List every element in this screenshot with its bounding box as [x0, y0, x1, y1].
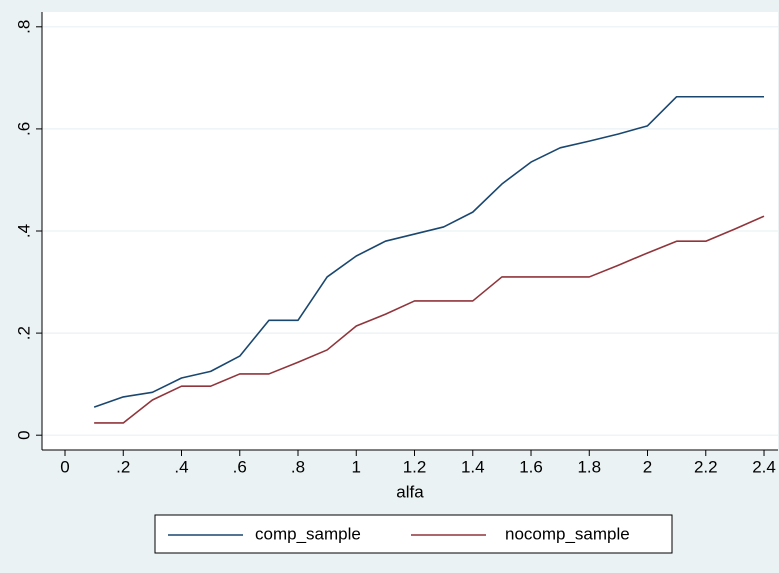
x-tick-label: 1.4 [461, 457, 485, 476]
x-tick-label: 1 [352, 457, 361, 476]
y-tick-label: 0 [14, 430, 33, 439]
y-tick-label: .2 [14, 326, 33, 340]
y-tick-label: .4 [14, 224, 33, 238]
x-tick-label: .4 [174, 457, 188, 476]
x-tick-label: 2 [643, 457, 652, 476]
x-tick-label: 2.2 [694, 457, 718, 476]
line-series [94, 215, 765, 424]
legend [154, 514, 673, 554]
x-axis-title: alfa [396, 482, 424, 501]
y-tick-label: .6 [14, 122, 33, 136]
x-tick-label: 1.6 [519, 457, 543, 476]
legend-label: nocomp_sample [505, 524, 630, 543]
y-tick-label: .8 [14, 20, 33, 34]
x-tick-label: .2 [116, 457, 130, 476]
x-tick-label: 1.2 [403, 457, 427, 476]
legend-label: comp_sample [255, 524, 361, 543]
x-tick-label: 1.8 [577, 457, 601, 476]
line-series [93, 95, 765, 408]
x-tick-label: 0 [60, 457, 69, 476]
x-tick-label: 2.4 [752, 457, 776, 476]
x-tick-label: .8 [291, 457, 305, 476]
x-tick-label: .6 [233, 457, 247, 476]
